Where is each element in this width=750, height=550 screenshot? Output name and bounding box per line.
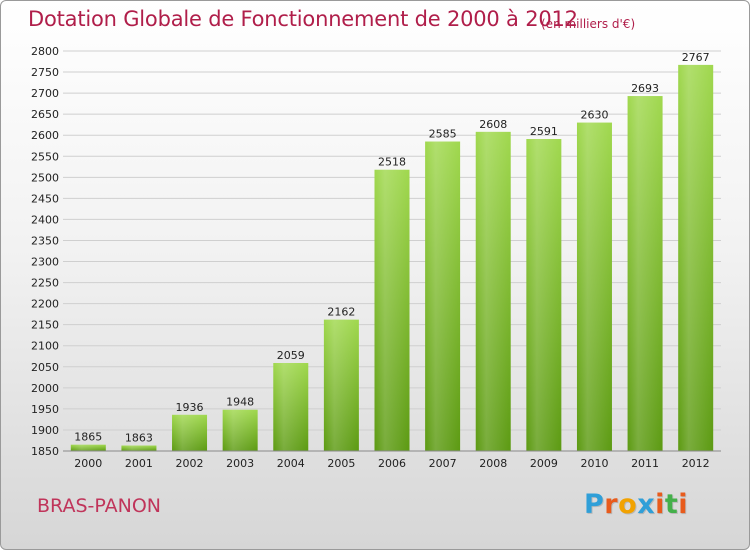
bar-highlight	[576, 122, 612, 451]
x-tick-label: 2011	[631, 457, 659, 470]
y-tick-label: 2200	[31, 298, 59, 311]
proxiti-logo: Proxiti	[584, 489, 688, 520]
x-tick-label: 2006	[378, 457, 406, 470]
y-tick-label: 1950	[31, 403, 59, 416]
logo-letter: o	[618, 489, 638, 520]
y-tick-label: 2500	[31, 171, 59, 184]
y-tick-label: 2650	[31, 108, 59, 121]
unit-note: (en milliers d'€)	[541, 17, 636, 31]
bars	[70, 64, 714, 452]
x-tick-label: 2001	[125, 457, 153, 470]
bar-highlight	[627, 96, 663, 451]
bar-highlight	[425, 141, 461, 452]
x-axis-labels: 2000 2001 2002 2003 2004 2005 2006 2007 2008 2009…	[74, 457, 709, 470]
data-label: 2591	[530, 125, 558, 138]
x-tick-label: 2002	[176, 457, 204, 470]
y-tick-label: 2250	[31, 277, 59, 290]
y-tick-label: 2300	[31, 256, 59, 269]
bar-highlight	[222, 409, 258, 451]
data-label: 2630	[580, 109, 608, 122]
chart-title: Dotation Globale de Fonctionnement de 20…	[28, 7, 578, 31]
y-tick-label: 2550	[31, 150, 59, 163]
data-label: 1863	[125, 432, 153, 445]
y-tick-label: 2800	[31, 45, 59, 58]
logo-letter: i	[655, 489, 665, 520]
bar-highlight	[374, 169, 410, 451]
y-tick-label: 1900	[31, 424, 59, 437]
bar-highlight	[172, 414, 208, 451]
y-tick-label: 2400	[31, 213, 59, 226]
x-tick-label: 2000	[74, 457, 102, 470]
value-labels: 1865 1863 1936 1948 2059 2162 2518 2585 2608 2591…	[74, 51, 709, 445]
data-label: 2059	[277, 349, 305, 362]
y-axis-labels: 1850 1900 1950 2000 2050 2100 2150 2200 2250 2300…	[31, 45, 59, 458]
y-tick-label: 2100	[31, 340, 59, 353]
data-label: 1948	[226, 396, 254, 409]
x-tick-label: 2008	[479, 457, 507, 470]
data-label: 2518	[378, 156, 406, 169]
data-label: 2162	[327, 306, 355, 319]
y-tick-label: 2000	[31, 382, 59, 395]
y-tick-label: 2450	[31, 192, 59, 205]
data-label: 2585	[429, 128, 457, 141]
bar-highlight	[475, 131, 511, 451]
y-tick-label: 1850	[31, 445, 59, 458]
y-tick-label: 2050	[31, 361, 59, 374]
data-label: 1865	[74, 431, 102, 444]
bar-highlight	[323, 319, 359, 451]
logo-letter: t	[664, 489, 679, 520]
y-tick-label: 2750	[31, 66, 59, 79]
x-tick-label: 2007	[429, 457, 457, 470]
y-tick-label: 2700	[31, 87, 59, 100]
y-tick-label: 2600	[31, 129, 59, 142]
bar-highlight	[70, 444, 106, 451]
bar-highlight	[121, 445, 157, 451]
y-tick-label: 2350	[31, 234, 59, 247]
x-tick-label: 2012	[682, 457, 710, 470]
logo-letter: P	[584, 489, 605, 520]
bar-highlight	[678, 64, 714, 451]
data-label: 1936	[176, 401, 204, 414]
logo-letter: r	[604, 489, 619, 520]
x-tick-label: 2004	[277, 457, 305, 470]
x-tick-label: 2009	[530, 457, 558, 470]
y-tick-label: 2150	[31, 319, 59, 332]
data-label: 2767	[682, 51, 710, 64]
town-name: BRAS-PANON	[37, 495, 162, 517]
bar-highlight	[273, 363, 309, 451]
x-tick-label: 2005	[327, 457, 355, 470]
data-label: 2693	[631, 82, 659, 95]
bar-highlight	[526, 139, 562, 451]
logo-letter: i	[678, 489, 689, 520]
x-tick-label: 2010	[580, 457, 608, 470]
data-label: 2608	[479, 118, 507, 131]
x-tick-label: 2003	[226, 457, 254, 470]
logo-letter: x	[637, 489, 656, 520]
